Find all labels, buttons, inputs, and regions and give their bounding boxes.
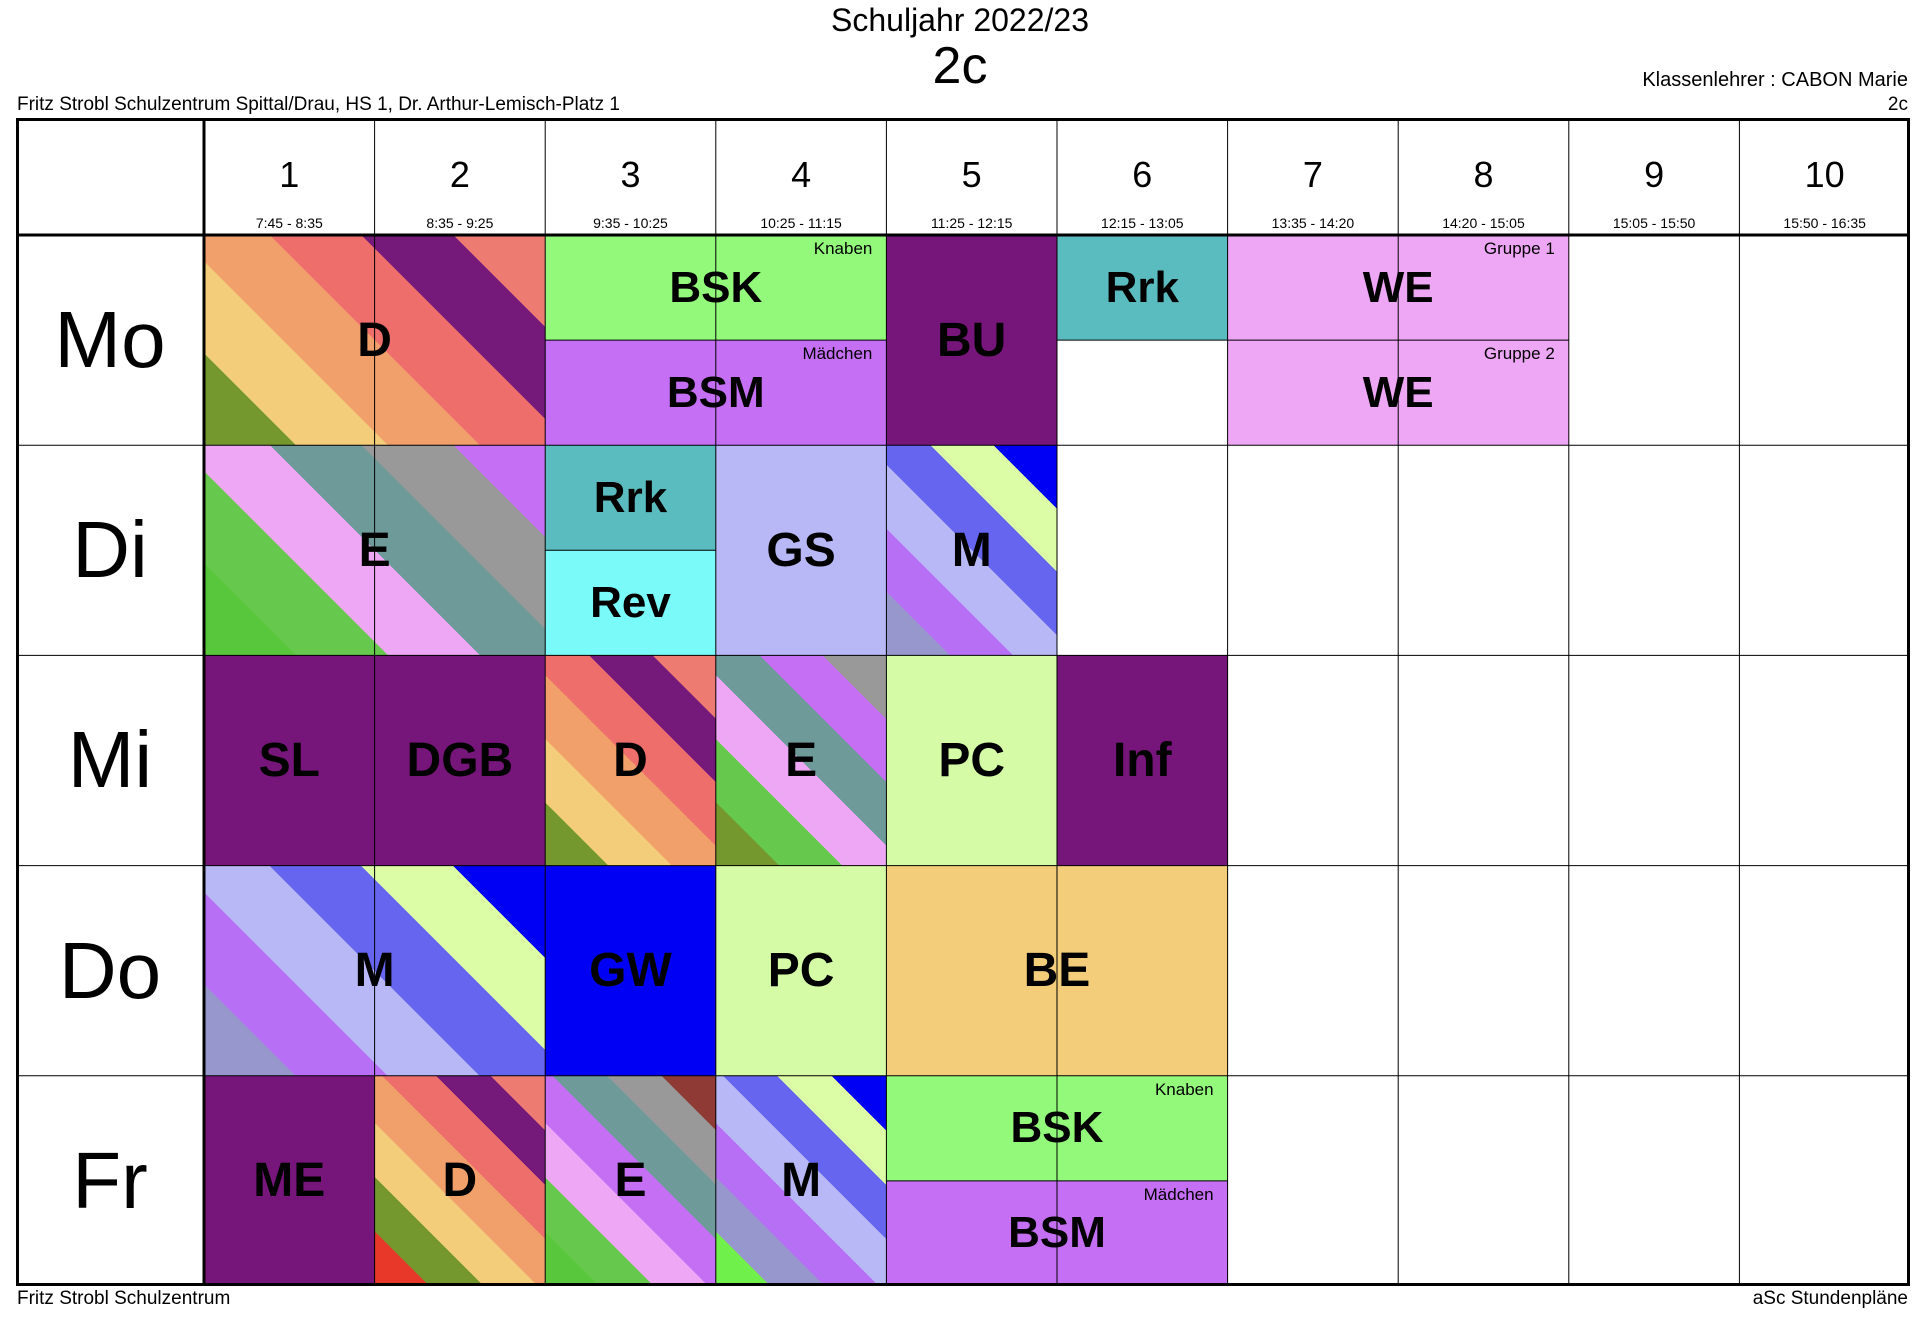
period-header: 10 15:50 - 16:35 (1739, 118, 1910, 235)
lesson-cell[interactable]: PC (715, 865, 887, 1076)
period-header: 2 8:35 - 9:25 (375, 118, 546, 235)
lesson-cell[interactable]: D (374, 1075, 546, 1286)
lesson-subject: Rrk (1105, 262, 1179, 312)
day-label-text: Di (72, 505, 148, 595)
lesson-cell[interactable]: Rev (545, 550, 716, 656)
lesson-cell[interactable]: M (886, 445, 1057, 656)
school-year-title: Schuljahr 2022/23 (831, 2, 1089, 38)
period-header: 5 11:25 - 12:15 (886, 118, 1057, 235)
lesson-subject: ME (253, 1154, 326, 1208)
lesson-cell[interactable]: SL (204, 655, 375, 866)
lesson-subject: D (613, 733, 648, 787)
period-number: 1 (279, 154, 300, 195)
day-label: Mo (16, 235, 204, 445)
lesson-cell[interactable]: D (545, 655, 716, 866)
lesson-group-note: Gruppe 1 (1483, 239, 1555, 258)
period-number: 9 (1644, 154, 1665, 195)
lesson-group-note: Knaben (1154, 1079, 1214, 1099)
lesson-subject: Rev (590, 577, 671, 627)
lesson-subject: DGB (406, 733, 514, 787)
lesson-subject: PC (767, 944, 835, 998)
period-number: 10 (1804, 154, 1845, 195)
period-time: 15:50 - 16:35 (1783, 215, 1866, 231)
lesson-cell[interactable]: Rrk (1057, 235, 1228, 341)
timetable-outer-border (16, 118, 1910, 1286)
lesson-cell[interactable]: E (715, 655, 887, 866)
period-number: 3 (620, 154, 641, 195)
lesson-group-note: Gruppe 2 (1483, 344, 1555, 364)
teacher-class-label: 2c (1887, 94, 1908, 115)
period-number: 4 (791, 154, 812, 195)
period-number: 8 (1473, 154, 1494, 195)
period-header: 3 9:35 - 10:25 (545, 118, 716, 235)
period-header: 1 7:45 - 8:35 (204, 118, 375, 235)
class-title: 2c (932, 37, 988, 95)
period-time: 14:20 - 15:05 (1442, 215, 1525, 231)
lesson-group-note: Mädchen (802, 344, 873, 364)
lesson-cell[interactable]: Rrk (545, 445, 716, 551)
footer-school-name: Fritz Strobl Schulzentrum (17, 1288, 231, 1309)
day-label-text: Mo (54, 295, 166, 385)
lesson-subject: SL (258, 733, 320, 787)
lesson-cell[interactable]: BU (886, 235, 1057, 446)
period-time: 9:35 - 10:25 (593, 215, 668, 231)
period-time: 11:25 - 12:15 (930, 215, 1013, 231)
timetable-gridlines (16, 118, 1910, 1286)
lesson-cell[interactable]: DGB (374, 655, 546, 866)
lesson-cell[interactable]: PC (886, 655, 1057, 866)
lesson-subject: D (442, 1154, 478, 1208)
lesson-cell[interactable]: GS (715, 445, 887, 656)
lesson-cell[interactable]: M (715, 1075, 887, 1286)
lesson-group-note: Knaben (813, 239, 873, 258)
day-label: Di (16, 445, 204, 655)
period-time: 15:05 - 15:50 (1612, 215, 1696, 231)
period-time: 12:15 - 13:05 (1101, 215, 1184, 231)
lesson-subject: Inf (1112, 733, 1172, 787)
lesson-cell[interactable]: Inf (1057, 655, 1228, 866)
lesson-subject: PC (938, 733, 1006, 787)
period-time: 10:25 - 11:15 (760, 215, 842, 231)
period-header: 7 13:35 - 14:20 (1228, 118, 1399, 235)
lesson-subject: BU (937, 313, 1007, 367)
day-label: Fr (16, 1076, 204, 1286)
period-number: 6 (1132, 154, 1153, 195)
footer-software-name: aSc Stundenpläne (1752, 1288, 1908, 1309)
day-label: Do (16, 866, 204, 1076)
period-time: 7:45 - 8:35 (255, 215, 323, 231)
day-label: Mi (16, 655, 204, 865)
period-header: 8 14:20 - 15:05 (1398, 118, 1569, 235)
lesson-cell[interactable]: ME (204, 1075, 375, 1286)
day-label-text: Fr (72, 1135, 148, 1225)
lesson-subject: M (951, 523, 992, 577)
period-number: 5 (961, 154, 982, 195)
class-teacher: Klassenlehrer : CABON Marie (1642, 69, 1908, 91)
period-header: 9 15:05 - 15:50 (1569, 118, 1740, 235)
lesson-subject: E (614, 1154, 647, 1208)
lesson-subject: E (785, 733, 818, 787)
day-label-text: Mi (67, 715, 153, 805)
period-header: 4 10:25 - 11:15 (716, 118, 887, 235)
period-number: 2 (449, 154, 470, 195)
lesson-subject: GW (589, 944, 672, 998)
period-time: 13:35 - 14:20 (1271, 215, 1355, 231)
lesson-group-note: Mädchen (1143, 1184, 1214, 1204)
lesson-cell[interactable]: GW (545, 865, 716, 1076)
lesson-subject: M (781, 1154, 822, 1208)
lesson-subject: GS (766, 523, 836, 577)
period-time: 8:35 - 9:25 (426, 215, 494, 231)
lesson-cell[interactable]: E (545, 1075, 716, 1286)
timetable-grid: 1 7:45 - 8:35 2 8:35 - 9:25 3 9:35 - 10:25 4 10… (16, 118, 1910, 1286)
day-label-text: Do (58, 925, 162, 1015)
lesson-subject: Rrk (593, 472, 668, 522)
period-number: 7 (1302, 154, 1323, 195)
school-address: Fritz Strobl Schulzentrum Spittal/Drau, … (17, 94, 620, 115)
period-header: 6 12:15 - 13:05 (1057, 118, 1228, 235)
